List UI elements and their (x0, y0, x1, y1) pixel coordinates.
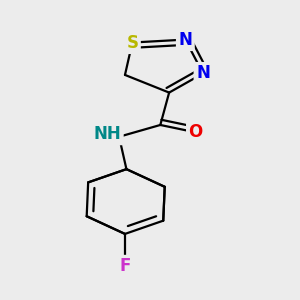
Text: O: O (188, 123, 203, 141)
Text: N: N (178, 31, 192, 49)
Text: S: S (126, 34, 138, 52)
Text: NH: NH (93, 125, 121, 143)
Text: N: N (196, 64, 210, 82)
Text: F: F (119, 257, 131, 275)
